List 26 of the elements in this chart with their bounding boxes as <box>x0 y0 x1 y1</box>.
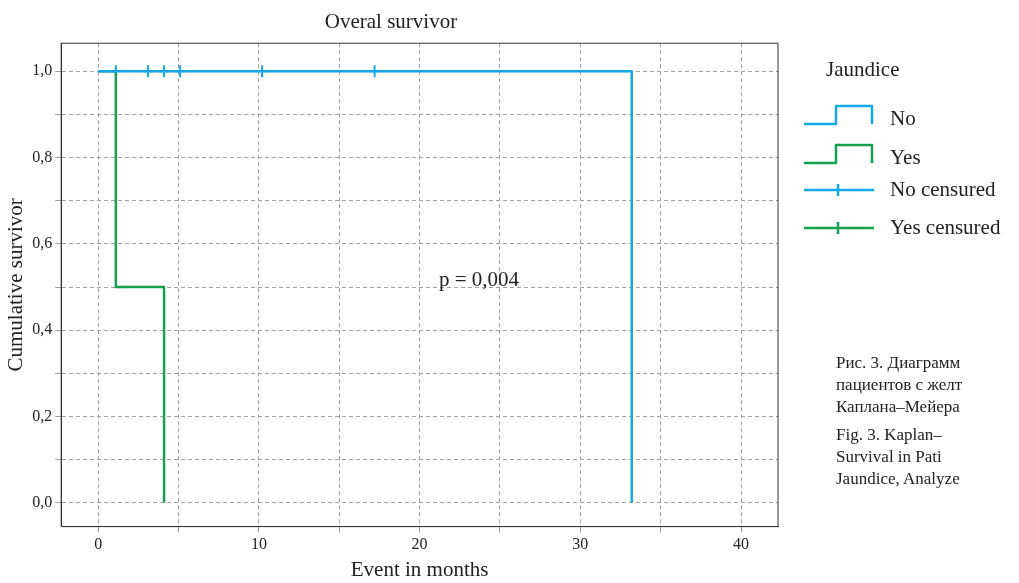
x-tick-label: 20 <box>411 535 428 553</box>
y-tick-label: 0,0 <box>32 493 53 511</box>
caption: Fig. 3. Kaplan– <box>836 424 943 446</box>
text: Survival in Pati <box>836 446 943 468</box>
x-tick-label: 40 <box>733 535 750 553</box>
y-tick-label: 0,4 <box>32 320 53 338</box>
legend-label: Yes censured <box>890 214 1001 239</box>
x-tick-label: 10 <box>250 535 267 553</box>
y-axis-title: Cumulative survivor <box>3 198 28 372</box>
chart-title: Overal survivor <box>324 9 458 34</box>
text: Рис. 3. Диаграмм <box>836 352 962 374</box>
legend-label: No <box>890 105 916 130</box>
annotation: p = 0,004 <box>438 266 520 291</box>
y-tick-label: 0,2 <box>32 406 53 424</box>
legend-title: Jaundice <box>826 56 900 81</box>
text: пациентов с желт <box>836 374 963 396</box>
text: Jaundice, Analyze <box>836 468 961 490</box>
legend-label: Yes <box>890 144 921 169</box>
legend-label: No censured <box>890 176 997 201</box>
y-tick-label: 0,8 <box>32 147 53 165</box>
y-tick-label: 0,6 <box>32 234 53 252</box>
x-tick-label: 0 <box>94 535 103 553</box>
text: Каплана–Мейера <box>836 396 961 418</box>
x-tick-label: 30 <box>572 535 589 553</box>
y-tick-label: 1,0 <box>32 61 53 79</box>
x-axis-title: Event in months <box>350 556 489 581</box>
